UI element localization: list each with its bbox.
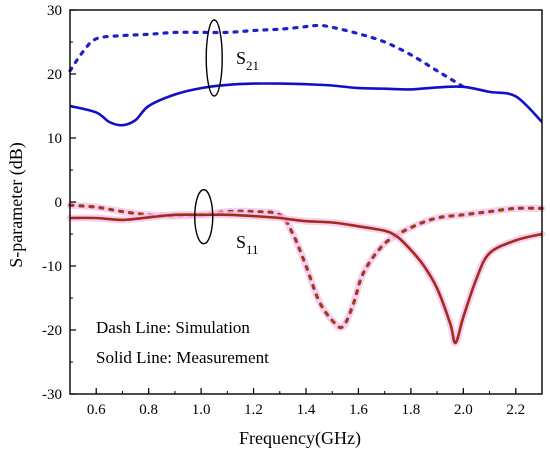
annotation-layer: S21 S11 [194,19,259,257]
s11-ellipse-marker [194,189,214,245]
legend-simulation: Dash Line: Simulation [96,318,250,337]
y-tick-label: 10 [47,131,62,147]
x-tick-label: 0.6 [87,402,106,418]
y-tick-label: -20 [42,323,62,339]
x-tick-label: 1.6 [349,402,368,418]
legend-measurement: Solid Line: Measurement [96,348,269,367]
x-tick-label: 2.0 [454,402,473,418]
y-tick-label: -30 [42,387,62,403]
y-tick-label: 20 [47,67,62,83]
x-tick-label: 1.2 [244,402,263,418]
y-tick-label: 30 [47,3,62,19]
y-axis-label: S-parameter (dB) [6,142,27,267]
annotation-label-s11: S11 [236,232,259,257]
x-tick-label: 1.8 [402,402,421,418]
x-tick-label: 1.4 [297,402,316,418]
x-axis-ticks: 0.6 0.8 1.0 1.2 1.4 1.6 1.8 2.0 2.2 [69,388,543,418]
series-line-s11-simulation [68,203,544,330]
x-axis-label: Frequency(GHz) [239,428,361,449]
x-tick-label: 2.2 [506,402,525,418]
s21-ellipse-marker [205,19,223,97]
y-axis-ticks: 30 20 10 0 -10 -20 -30 [42,3,76,403]
series-line-s11-measurement [69,213,543,345]
x-tick-label: 0.8 [139,402,158,418]
y-tick-label: -10 [42,259,62,275]
series-line-s21-measurement [69,82,543,127]
series-line-s21-simulation [68,23,465,89]
series-layer [66,23,546,347]
annotation-label-s21: S21 [236,48,259,73]
y-tick-label: 0 [55,195,63,211]
x-tick-label: 1.0 [192,402,211,418]
